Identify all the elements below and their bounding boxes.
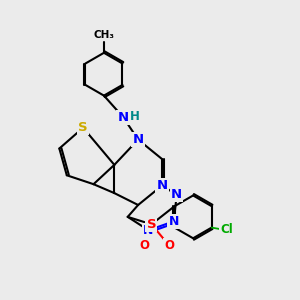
Text: H: H: [130, 110, 140, 123]
Text: O: O: [164, 239, 174, 252]
Text: N: N: [133, 133, 144, 146]
Text: N: N: [143, 224, 154, 237]
Text: N: N: [169, 215, 179, 228]
Text: S: S: [147, 218, 156, 231]
Text: N: N: [171, 188, 182, 201]
Text: N: N: [118, 111, 129, 124]
Text: Cl: Cl: [221, 224, 233, 236]
Text: O: O: [139, 239, 149, 252]
Text: S: S: [78, 121, 88, 134]
Text: CH₃: CH₃: [93, 30, 114, 40]
Text: N: N: [156, 179, 167, 192]
